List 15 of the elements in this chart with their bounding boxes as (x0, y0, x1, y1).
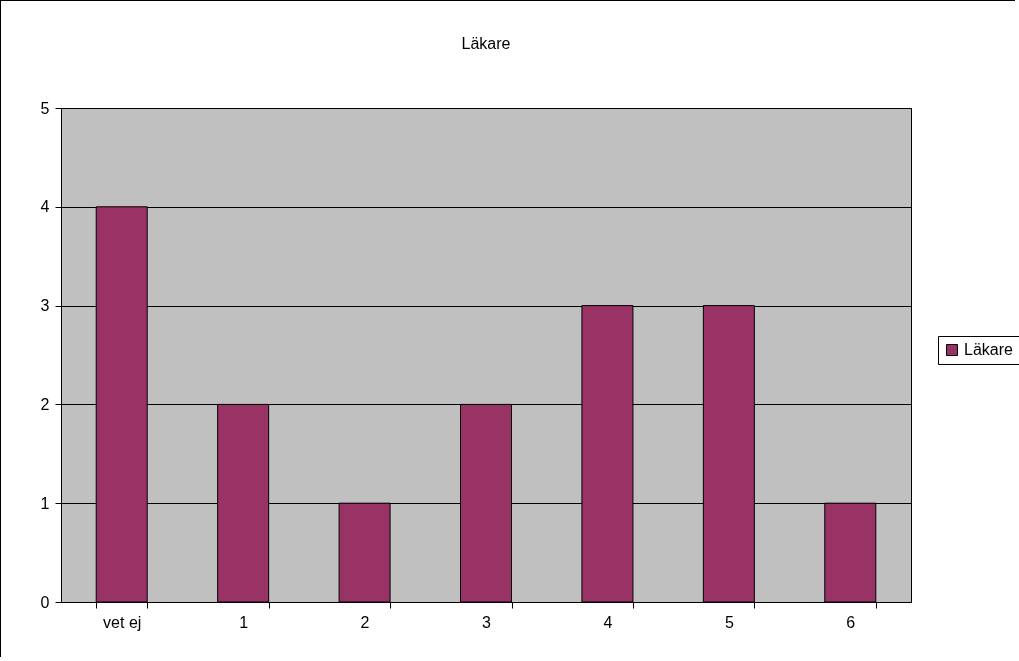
x-tick-label: 2 (360, 613, 370, 631)
y-tick-label: 4 (40, 198, 50, 216)
x-tick-label: 6 (846, 613, 856, 631)
chart-title: Läkare (461, 35, 511, 52)
x-tick-label: 5 (724, 613, 734, 631)
y-tick-label: 2 (40, 395, 50, 413)
x-tick-label: 4 (603, 613, 613, 631)
y-tick-label: 1 (40, 494, 50, 512)
x-tick-label: 1 (239, 613, 249, 631)
y-tick-label: 3 (40, 297, 50, 315)
x-tick-label: 3 (482, 613, 492, 631)
y-tick-label: 5 (40, 99, 50, 117)
y-tick-label: 0 (40, 593, 50, 611)
x-tick-label: vet ej (103, 613, 142, 631)
legend-label: Läkare (964, 341, 1014, 358)
